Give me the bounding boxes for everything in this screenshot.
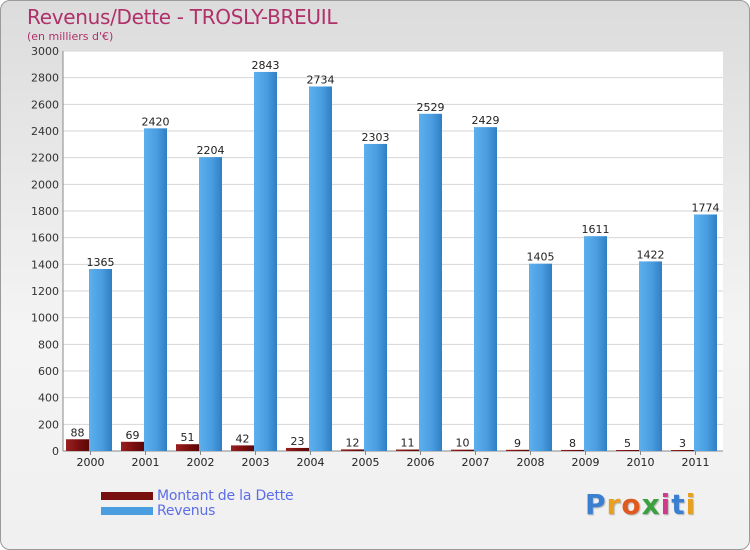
logo-letter: P [585,488,607,521]
bar-revenus [309,86,332,451]
data-label-revenus: 2204 [197,144,225,157]
legend-item-revenus: Revenus [101,503,215,519]
x-tick-label: 2006 [407,456,435,469]
x-tick-label: 2000 [77,456,105,469]
x-tick-label: 2011 [682,456,710,469]
bar-dette [561,449,584,451]
logo-letter: i [685,488,697,521]
y-tick-label: 1000 [31,312,59,325]
data-label-dette: 12 [346,436,360,449]
bar-dette [176,444,199,451]
x-tick-label: 2004 [297,456,325,469]
data-label-dette: 10 [456,437,470,450]
data-label-revenus: 2420 [142,115,170,128]
data-label-dette: 23 [291,435,305,448]
data-label-revenus: 2303 [362,131,390,144]
proxiti-logo: Proxiti [585,488,696,521]
x-tick-label: 2003 [242,456,270,469]
y-tick-label: 600 [38,365,59,378]
bar-revenus [254,71,277,451]
data-label-dette: 5 [624,437,631,450]
plot-area [63,51,723,451]
y-tick-label: 2600 [31,98,59,111]
data-label-revenus: 1611 [582,223,610,236]
data-label-revenus: 2734 [307,73,335,86]
y-tick-label: 2200 [31,152,59,165]
x-tick-label: 2007 [462,456,490,469]
bar-dette [121,441,144,451]
data-label-dette: 69 [126,429,140,442]
bar-dette [671,450,694,451]
x-tick-label: 2008 [517,456,545,469]
y-tick-label: 2400 [31,125,59,138]
bar-dette [451,449,474,451]
x-tick-label: 2010 [627,456,655,469]
y-tick-label: 1800 [31,205,59,218]
data-label-dette: 42 [236,432,250,445]
y-tick-label: 1200 [31,285,59,298]
legend-label-revenus: Revenus [157,503,216,519]
bar-dette [286,447,309,451]
chart-title: Revenus/Dette - TROSLY-BREUIL [27,5,338,29]
x-tick-label: 2002 [187,456,215,469]
bar-revenus [474,127,497,451]
legend-label-dette: Montant de la Dette [157,488,294,504]
logo-letter: o [621,488,642,521]
logo-letter: i [660,488,672,521]
y-tick-label: 3000 [31,45,59,58]
data-label-revenus: 2843 [252,59,280,72]
data-label-revenus: 1774 [692,201,720,214]
y-tick-label: 2000 [31,178,59,191]
bar-dette [616,450,639,451]
y-tick-label: 0 [52,445,59,458]
data-label-revenus: 1405 [527,251,555,264]
bar-dette [506,449,529,451]
bar-dette [66,439,89,451]
bar-revenus [529,263,552,451]
data-label-dette: 88 [71,426,85,439]
data-label-dette: 51 [181,431,195,444]
x-tick-label: 2005 [352,456,380,469]
y-tick-label: 200 [38,418,59,431]
bar-revenus [694,214,717,451]
legend-item-dette: Montant de la Dette [101,488,294,504]
data-label-dette: 3 [679,437,686,450]
bar-revenus [364,143,387,451]
data-label-revenus: 1422 [637,248,665,261]
logo-letter: t [671,488,686,521]
bar-revenus [199,157,222,451]
bar-revenus [419,113,442,452]
y-tick-label: 1600 [31,232,59,245]
bar-revenus [639,261,662,451]
data-label-dette: 8 [569,437,576,450]
legend-swatch-dette [101,492,153,500]
bar-dette [341,449,364,451]
y-tick-label: 1400 [31,258,59,271]
bar-dette [231,445,254,451]
x-tick-label: 2001 [132,456,160,469]
data-label-dette: 9 [514,437,521,450]
data-label-dette: 11 [401,437,415,450]
data-label-revenus: 2529 [417,101,445,114]
logo-letter: x [641,488,661,521]
chart-subtitle: (en milliers d'€) [27,30,114,43]
y-tick-label: 800 [38,338,59,351]
bar-revenus [144,128,167,451]
y-tick-label: 400 [38,392,59,405]
legend-swatch-revenus [101,507,153,515]
data-label-revenus: 1365 [87,256,115,269]
y-tick-label: 2800 [31,72,59,85]
bar-revenus [89,269,112,451]
x-tick-label: 2009 [572,456,600,469]
data-label-revenus: 2429 [472,114,500,127]
bar-revenus [584,236,607,451]
bar-dette [396,449,419,451]
logo-letter: r [606,488,622,521]
